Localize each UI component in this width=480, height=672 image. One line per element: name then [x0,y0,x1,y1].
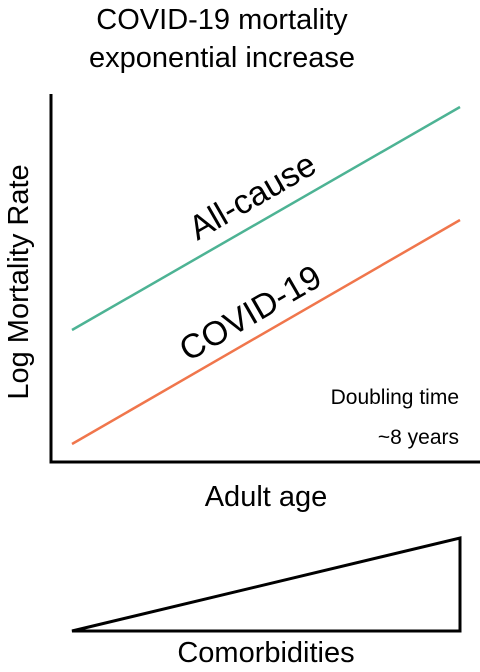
comorbidities-wedge [71,536,462,633]
title-line-2: exponential increase [89,42,355,74]
y-axis-label: Log Mortality Rate [3,164,35,399]
all-cause-label: All-cause [182,145,322,248]
covid-line [71,218,461,446]
doubling-time-value: ~8 years [378,426,459,449]
covid-label: COVID-19 [173,258,328,369]
x-axis-label: Adult age [205,481,328,513]
comorbidities-label: Comorbidities [177,637,354,667]
title-line-1: COVID-19 mortality [96,4,348,36]
all-cause-line [71,105,461,332]
doubling-time-label: Doubling time [331,386,459,409]
